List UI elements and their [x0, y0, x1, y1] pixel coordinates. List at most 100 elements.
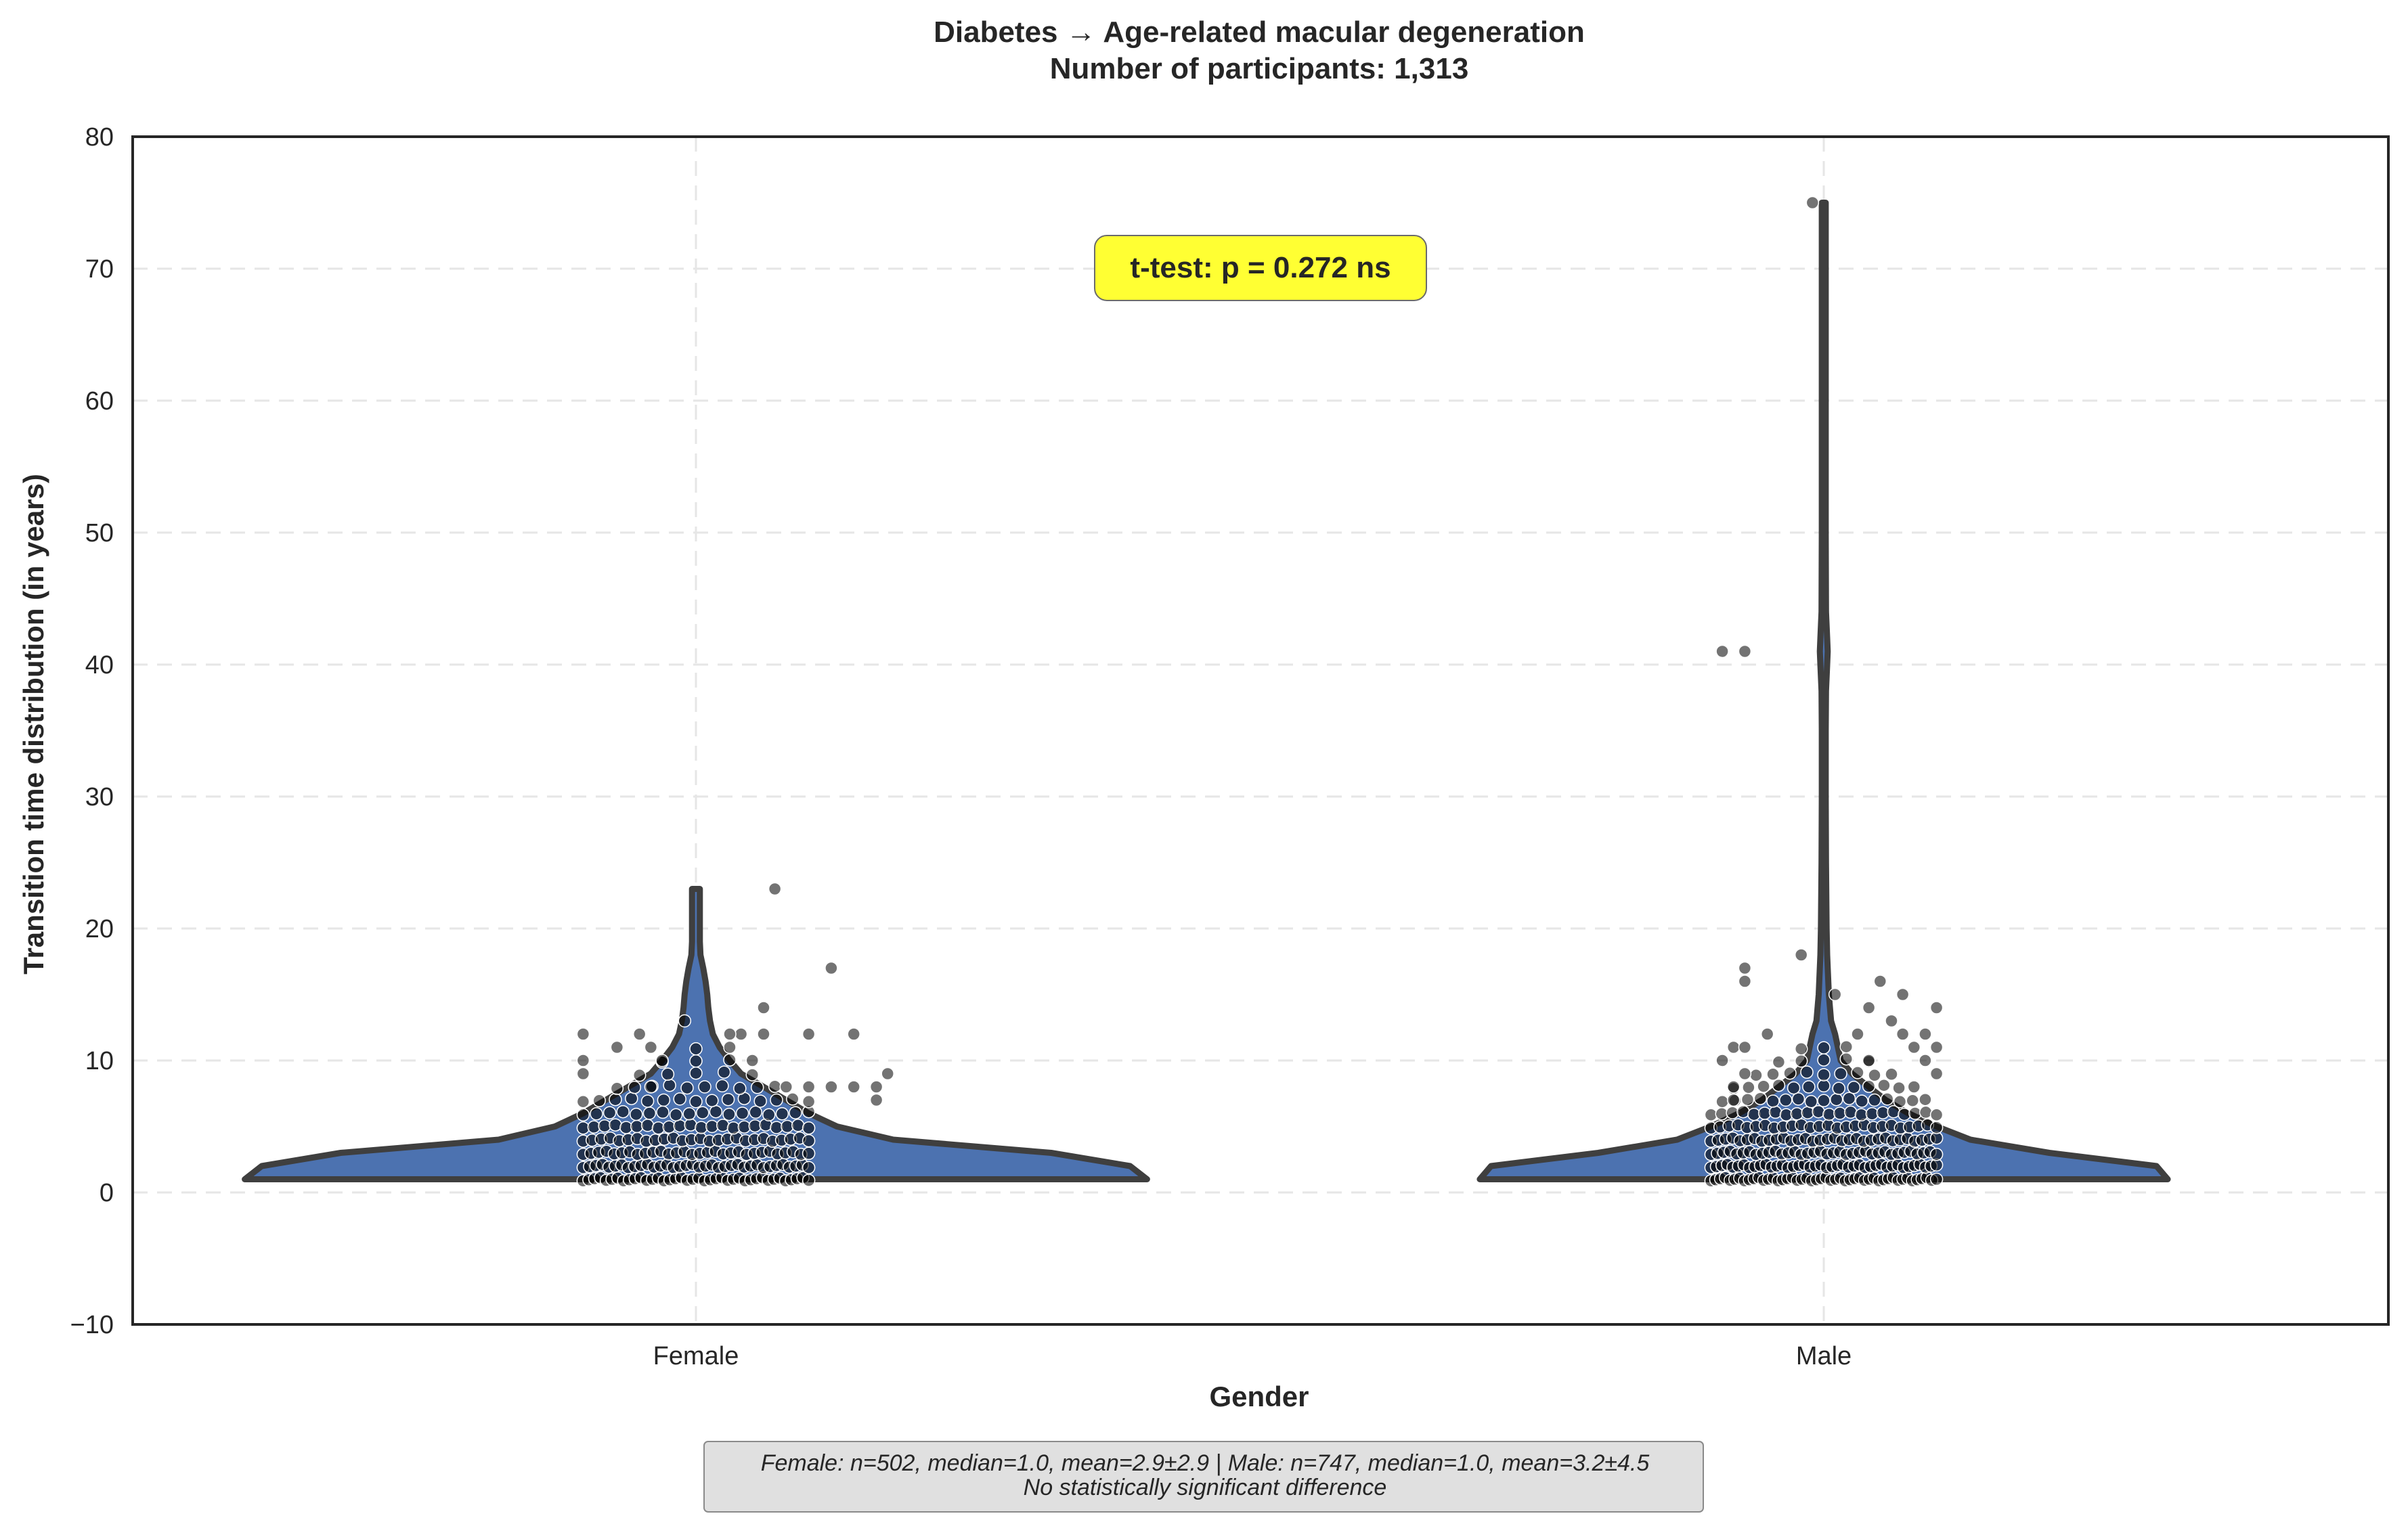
- data-point-female: [576, 1054, 590, 1067]
- data-point-male: [1907, 1040, 1921, 1054]
- data-point-female: [716, 1119, 730, 1132]
- data-point-male: [1839, 1052, 1854, 1066]
- data-point-male: [1768, 1105, 1782, 1119]
- data-point-female: [640, 1119, 655, 1132]
- data-point-male: [1893, 1095, 1907, 1109]
- data-point-male: [1862, 1054, 1876, 1067]
- data-point-male: [1906, 1094, 1919, 1108]
- data-point-male: [1929, 1001, 1944, 1014]
- data-point-male: [1749, 1069, 1763, 1082]
- data-point-male: [1736, 1104, 1750, 1119]
- data-point-female: [770, 1093, 783, 1107]
- x-tick-label-male: Male: [1796, 1342, 1852, 1370]
- data-point-female: [684, 1118, 697, 1132]
- data-point-female: [590, 1107, 603, 1121]
- data-point-female: [616, 1104, 630, 1119]
- data-point-female: [705, 1094, 719, 1108]
- data-point-female: [825, 1080, 838, 1094]
- data-points: [576, 196, 1944, 1188]
- data-point-male: [1929, 1040, 1944, 1054]
- data-point-male: [1896, 987, 1910, 1002]
- data-point-male: [1817, 1068, 1831, 1081]
- data-point-female: [733, 1081, 747, 1096]
- data-point-male: [1839, 1040, 1854, 1054]
- data-point-female: [869, 1080, 883, 1094]
- y-axis-title: Transition time distribution (in years): [18, 474, 49, 975]
- data-point-male: [1772, 1055, 1786, 1069]
- data-point-male: [1738, 1040, 1752, 1054]
- data-point-female: [768, 882, 782, 896]
- data-point-male: [1715, 1054, 1729, 1067]
- y-tick-label: 20: [85, 915, 114, 943]
- data-point-male: [1741, 1092, 1755, 1107]
- data-point-male: [1929, 1172, 1944, 1186]
- x-tick-label-female: Female: [653, 1342, 739, 1370]
- data-point-male: [1907, 1080, 1921, 1094]
- data-point-female: [592, 1094, 606, 1108]
- grid-lines: [133, 137, 2388, 1324]
- data-point-female: [642, 1107, 657, 1120]
- data-point-female: [881, 1067, 894, 1081]
- data-point-female: [779, 1080, 793, 1094]
- data-point-male: [1753, 1092, 1768, 1105]
- chart-title-line2: Number of participants: 1,313: [1050, 52, 1469, 85]
- data-point-male: [1919, 1054, 1932, 1067]
- data-point-male: [1817, 1053, 1831, 1067]
- data-point-female: [802, 1161, 816, 1175]
- data-point-female: [723, 1053, 737, 1067]
- data-point-male: [1929, 1067, 1944, 1081]
- data-point-female: [847, 1080, 860, 1094]
- data-point-male: [1742, 1081, 1755, 1094]
- data-point-female: [757, 1027, 770, 1041]
- data-point-female: [632, 1027, 647, 1041]
- stat-annotation-box: [1094, 235, 1427, 301]
- data-point-female: [722, 1107, 736, 1121]
- data-point-male: [1757, 1079, 1770, 1093]
- data-point-female: [610, 1081, 624, 1096]
- data-point-female: [768, 1079, 782, 1093]
- data-point-female: [678, 1014, 692, 1028]
- data-point-male: [1929, 1108, 1944, 1122]
- data-point-male: [1783, 1066, 1797, 1080]
- data-point-male: [1794, 1042, 1808, 1056]
- data-point-female: [847, 1027, 860, 1041]
- y-tick-label: 60: [85, 387, 114, 416]
- y-tick-label: 50: [85, 519, 114, 547]
- data-point-female: [762, 1108, 776, 1122]
- data-point-female: [625, 1092, 638, 1105]
- data-point-female: [802, 1173, 816, 1187]
- data-point-male: [1794, 1054, 1808, 1068]
- data-point-male: [1862, 1079, 1876, 1093]
- data-point-female: [576, 1067, 590, 1081]
- data-point-female: [603, 1106, 617, 1119]
- footer-box: [703, 1441, 1704, 1513]
- data-point-female: [789, 1106, 802, 1119]
- data-point-male: [1896, 1027, 1910, 1041]
- data-point-female: [689, 1054, 703, 1068]
- data-point-male: [1929, 1121, 1944, 1134]
- data-point-female: [663, 1078, 676, 1092]
- data-point-female: [786, 1092, 800, 1106]
- footer-summary-line: Female: n=502, median=1.0, mean=2.9±2.9 …: [761, 1450, 1650, 1476]
- data-point-male: [1919, 1027, 1932, 1041]
- data-point-male: [1726, 1040, 1741, 1054]
- data-point-female: [825, 961, 838, 975]
- data-point-male: [1868, 1093, 1881, 1107]
- data-point-male: [1851, 1027, 1864, 1041]
- data-point-female: [753, 1094, 767, 1108]
- data-point-female: [709, 1104, 723, 1119]
- data-point-male: [1738, 961, 1752, 975]
- data-point-female: [576, 1095, 590, 1109]
- data-point-male: [1766, 1094, 1780, 1108]
- data-point-female: [791, 1119, 805, 1132]
- footer-significance-line: No statistically significant difference: [1024, 1475, 1387, 1500]
- data-point-female: [610, 1040, 624, 1054]
- data-point-female: [723, 1040, 737, 1054]
- data-point-male: [1817, 1094, 1831, 1108]
- data-point-female: [698, 1080, 712, 1094]
- data-point-male: [1868, 1069, 1881, 1082]
- y-axis-ticks: −10 0 10 20 30 40 50 60 70 80: [70, 123, 114, 1339]
- data-point-female: [630, 1107, 643, 1121]
- data-point-female: [632, 1069, 647, 1082]
- data-point-female: [775, 1107, 789, 1121]
